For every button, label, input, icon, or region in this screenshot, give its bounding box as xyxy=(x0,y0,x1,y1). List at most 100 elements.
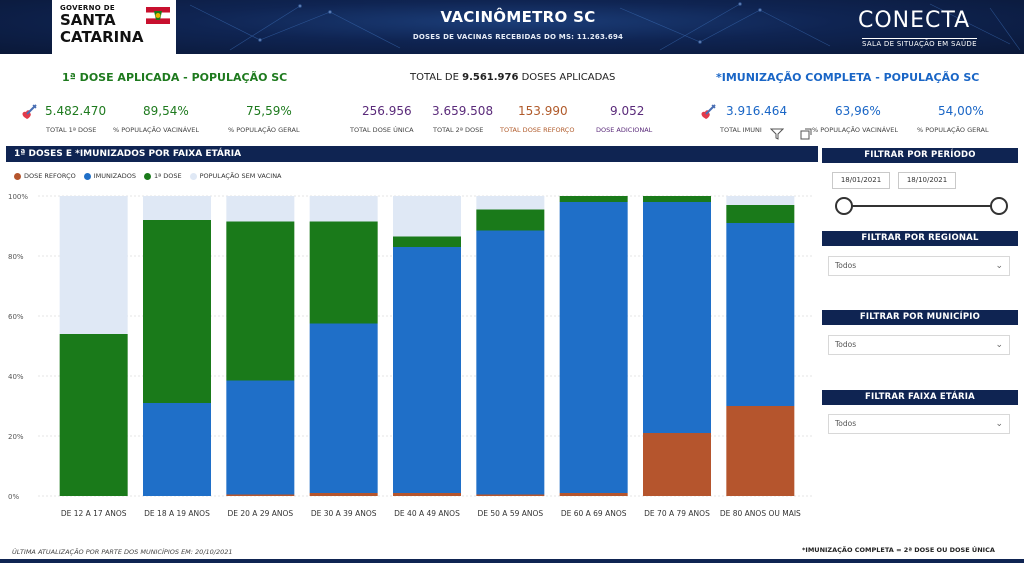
single-dose-label: TOTAL DOSE ÚNICA xyxy=(350,126,414,134)
bottom-strip xyxy=(0,559,1024,563)
conecta-logo: CONECTA xyxy=(858,8,971,33)
bar-segment[interactable] xyxy=(476,196,545,210)
first-dose-pct-general-value: 75,59% xyxy=(246,104,292,118)
legend-dot-icon xyxy=(83,172,91,180)
period-slider-start-handle[interactable] xyxy=(835,197,853,215)
total-doses-value: 9.561.976 xyxy=(462,72,519,83)
municipality-dropdown-value: Todos xyxy=(835,340,857,349)
bar-segment[interactable] xyxy=(643,433,711,496)
single-dose-value: 256.956 xyxy=(362,104,412,118)
bar-segment[interactable] xyxy=(143,403,211,496)
bar-segment[interactable] xyxy=(726,196,795,205)
bar-segment[interactable] xyxy=(559,493,628,496)
period-slider-track[interactable] xyxy=(844,205,1000,207)
regional-dropdown[interactable]: Todos ⌄ xyxy=(828,256,1010,276)
y-tick-label: 100% xyxy=(8,193,28,201)
bar-segment[interactable] xyxy=(59,196,128,334)
bar-segment[interactable] xyxy=(309,196,378,222)
legend-label: POPULAÇÃO SEM VACINA xyxy=(199,172,282,180)
bar-segment[interactable] xyxy=(726,205,795,223)
age-group-dropdown[interactable]: Todos ⌄ xyxy=(828,414,1010,434)
y-tick-label: 60% xyxy=(8,313,24,321)
bar-segment[interactable] xyxy=(309,493,378,496)
bar-segment[interactable] xyxy=(643,202,711,433)
dashboard-title: VACINÔMETRO SC xyxy=(440,8,596,26)
bar-segment[interactable] xyxy=(726,223,795,406)
bar-segment[interactable] xyxy=(393,196,461,237)
complete-immunization-title: *IMUNIZAÇÃO COMPLETA - POPULAÇÃO SC xyxy=(716,71,980,84)
legend-item-first-dose[interactable]: 1ª DOSE xyxy=(143,172,182,180)
header: GOVERNO DE SANTA CATARINA VACINÔMETRO SC… xyxy=(0,0,1024,54)
x-tick-label: DE 30 A 39 ANOS xyxy=(311,509,377,518)
bar-segment[interactable] xyxy=(226,494,295,497)
y-tick-label: 40% xyxy=(8,373,24,381)
second-dose-label: TOTAL 2ª DOSE xyxy=(433,126,484,134)
conecta-subtitle: SALA DE SITUAÇÃO EM SAÚDE xyxy=(862,38,977,48)
doses-received-subtitle: DOSES DE VACINAS RECEBIDAS DO MS: 11.263… xyxy=(412,33,624,41)
bar-segment[interactable] xyxy=(309,323,378,494)
bar-segment[interactable] xyxy=(226,380,295,495)
x-tick-label: DE 20 A 29 ANOS xyxy=(227,509,293,518)
bar-segment[interactable] xyxy=(59,334,128,496)
chevron-down-icon: ⌄ xyxy=(995,419,1003,429)
complete-pct-vaccinable-value: 63,96% xyxy=(835,104,881,118)
end-date-input[interactable]: 18/10/2021 xyxy=(898,172,956,189)
municipality-filter-title: FILTRAR POR MUNICÍPIO xyxy=(822,310,1018,325)
additional-dose-value: 9.052 xyxy=(610,104,645,118)
sc-government-logo: GOVERNO DE SANTA CATARINA xyxy=(52,0,176,54)
y-tick-label: 20% xyxy=(8,433,24,441)
last-update-note: ÚLTIMA ATUALIZAÇÃO POR PARTE DOS MUNICÍP… xyxy=(12,548,233,556)
legend-item-unvaccinated[interactable]: POPULAÇÃO SEM VACINA xyxy=(189,172,282,180)
total-immunized-label: TOTAL IMUNI xyxy=(720,126,762,134)
bar-segment[interactable] xyxy=(309,221,378,324)
bar-segment[interactable] xyxy=(226,196,295,222)
legend-label: DOSE REFORÇO xyxy=(24,172,76,180)
legend-dot-icon xyxy=(189,172,197,180)
logo-line2: CATARINA xyxy=(60,28,144,46)
booster-dose-label: TOTAL DOSE REFORÇO xyxy=(500,126,575,134)
total-first-dose-value: 5.482.470 xyxy=(45,104,107,118)
network-background xyxy=(189,2,1021,51)
bar-segment[interactable] xyxy=(643,196,711,202)
bar-segment[interactable] xyxy=(559,202,628,493)
age-group-dropdown-value: Todos xyxy=(835,419,857,428)
focus-mode-icon[interactable] xyxy=(800,128,812,140)
x-tick-label: DE 50 A 59 ANOS xyxy=(477,509,543,518)
age-group-filter-title: FILTRAR FAIXA ETÁRIA xyxy=(822,390,1018,405)
sc-flag-icon xyxy=(146,7,170,24)
x-tick-label: DE 70 A 79 ANOS xyxy=(644,509,710,518)
bar-segment[interactable] xyxy=(226,221,295,381)
total-first-dose-label: TOTAL 1ª DOSE xyxy=(46,126,97,134)
bar-segment[interactable] xyxy=(559,196,628,202)
chevron-down-icon: ⌄ xyxy=(995,340,1003,350)
bar-segment[interactable] xyxy=(726,406,795,496)
y-tick-label: 0% xyxy=(8,493,19,501)
x-tick-label: DE 40 A 49 ANOS xyxy=(394,509,460,518)
x-tick-label: DE 80 ANOS OU MAIS xyxy=(720,509,801,518)
legend-item-booster[interactable]: DOSE REFORÇO xyxy=(14,172,76,180)
additional-dose-label: DOSE ADICIONAL xyxy=(596,126,653,134)
logo-line1: SANTA xyxy=(60,11,116,29)
second-dose-value: 3.659.508 xyxy=(432,104,494,118)
bar-segment[interactable] xyxy=(143,196,211,220)
bar-segment[interactable] xyxy=(476,230,545,495)
complete-immunization-note: *IMUNIZAÇÃO COMPLETA = 2ª DOSE OU DOSE Ú… xyxy=(802,546,995,554)
bar-segment[interactable] xyxy=(476,209,545,231)
bar-segment[interactable] xyxy=(393,236,461,248)
filter-icon[interactable] xyxy=(770,128,784,140)
bar-segment[interactable] xyxy=(393,247,461,493)
bar-segment[interactable] xyxy=(143,220,211,403)
legend-item-immunized[interactable]: IMUNIZADOS xyxy=(83,172,136,180)
logo-top-text: GOVERNO DE xyxy=(60,4,115,12)
total-immunized-value: 3.916.464 xyxy=(726,104,788,118)
chart-panel-title: 1ª DOSES E *IMUNIZADOS POR FAIXA ETÁRIA xyxy=(6,146,818,162)
period-slider-end-handle[interactable] xyxy=(990,197,1008,215)
bar-segment[interactable] xyxy=(476,494,545,497)
start-date-input[interactable]: 18/01/2021 xyxy=(832,172,890,189)
bar-segment[interactable] xyxy=(393,493,461,496)
municipality-dropdown[interactable]: Todos ⌄ xyxy=(828,335,1010,355)
complete-pct-general-label: % POPULAÇÃO GERAL xyxy=(917,126,989,134)
x-tick-label: DE 60 A 69 ANOS xyxy=(561,509,627,518)
regional-dropdown-value: Todos xyxy=(835,261,857,270)
chart-legend: DOSE REFORÇO IMUNIZADOS 1ª DOSE POPULAÇÃ… xyxy=(14,171,282,181)
